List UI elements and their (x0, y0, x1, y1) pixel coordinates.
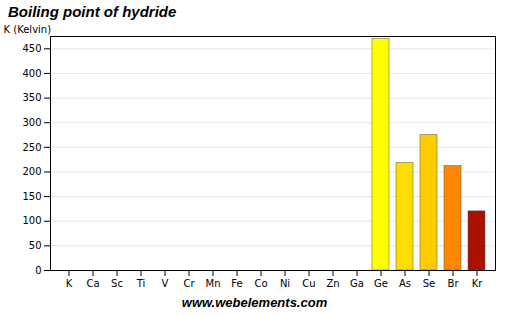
svg-text:50: 50 (29, 240, 42, 251)
svg-text:Fe: Fe (231, 278, 242, 289)
svg-text:K (Kelvin): K (Kelvin) (4, 24, 52, 35)
svg-text:Cr: Cr (183, 278, 195, 289)
svg-text:Kr: Kr (472, 278, 484, 289)
svg-text:Ca: Ca (86, 278, 99, 289)
svg-text:450: 450 (22, 43, 41, 54)
svg-text:350: 350 (22, 92, 41, 103)
svg-text:Ga: Ga (350, 278, 364, 289)
svg-text:100: 100 (22, 215, 41, 226)
svg-text:Br: Br (448, 278, 460, 289)
html-text:Boiling point of hydride: Boiling point of hydride (8, 3, 177, 20)
svg-text:Zn: Zn (326, 278, 339, 289)
svg-text:Sc: Sc (111, 278, 123, 289)
svg-text:Se: Se (423, 278, 436, 289)
svg-text:As: As (399, 278, 411, 289)
svg-text:Mn: Mn (206, 278, 221, 289)
svg-text:Cu: Cu (302, 278, 315, 289)
svg-text:K: K (66, 278, 73, 289)
html-text:www.webelements.com: www.webelements.com (181, 295, 328, 310)
svg-text:Ni: Ni (280, 278, 290, 289)
svg-text:Co: Co (254, 278, 267, 289)
svg-text:V: V (162, 278, 169, 289)
svg-text:400: 400 (22, 68, 41, 79)
svg-text:200: 200 (22, 166, 41, 177)
svg-text:250: 250 (22, 142, 41, 153)
svg-text:0: 0 (35, 265, 41, 276)
svg-text:Ge: Ge (374, 278, 388, 289)
svg-text:Ti: Ti (136, 278, 146, 289)
svg-text:150: 150 (22, 191, 41, 202)
svg-text:300: 300 (22, 117, 41, 128)
